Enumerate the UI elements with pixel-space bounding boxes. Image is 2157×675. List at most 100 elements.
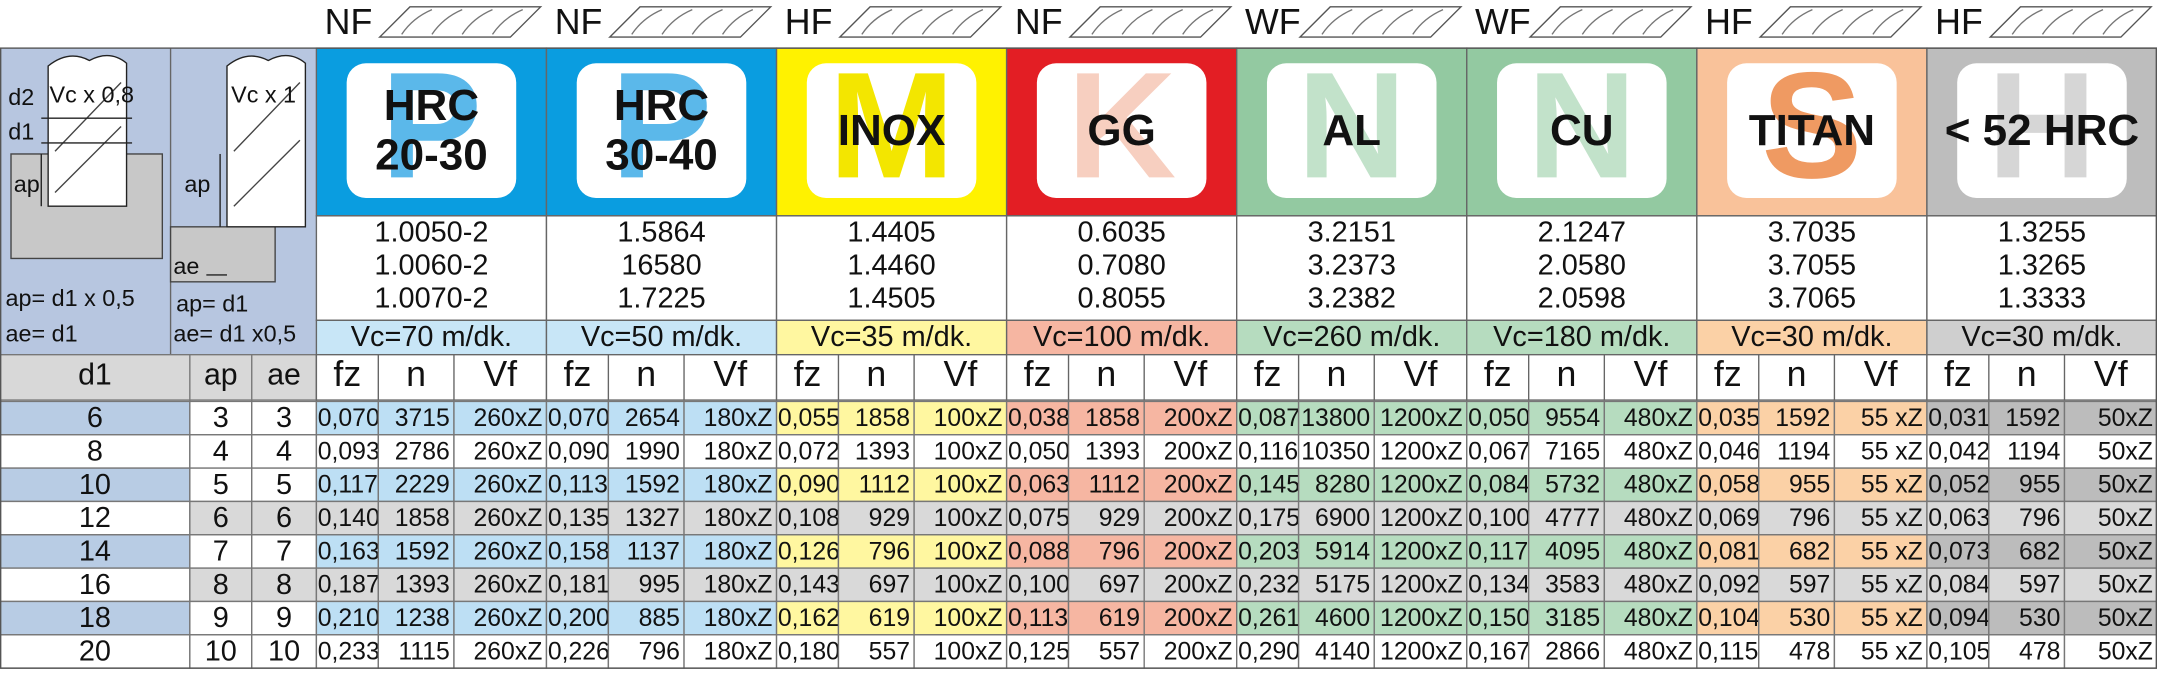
material-code: 3.2151 (1308, 216, 1396, 248)
data-cell (377, 467, 455, 503)
tool-icon-flute (1151, 8, 1183, 35)
tool-icon-flute (661, 8, 693, 35)
data-cell (1373, 467, 1468, 503)
tool-icon-flute (921, 8, 953, 35)
data-cell (2063, 467, 2157, 503)
data-cell (377, 534, 455, 569)
data-value: 3583 (1545, 572, 1600, 599)
tool-icon (608, 6, 773, 38)
data-value: 796 (2019, 505, 2060, 532)
row-cell (251, 634, 318, 669)
data-cell (1527, 500, 1606, 536)
data-cell (453, 400, 548, 436)
column-header: fz (1714, 354, 1742, 394)
data-cell (775, 567, 840, 603)
data-value: 1200xZ (1380, 472, 1463, 499)
data-value: 1393 (1085, 438, 1140, 465)
data-value: 180xZ (704, 472, 773, 499)
tool-icon (1758, 6, 1923, 38)
data-cell (315, 634, 379, 669)
data-cell (2063, 600, 2157, 636)
data-value: 0,050 (1468, 405, 1530, 432)
data-value: 200xZ (1164, 605, 1233, 632)
tool-icon-flute (431, 8, 463, 35)
iso-letter: H (1987, 41, 2096, 210)
data-cell (377, 634, 455, 669)
data-value: 557 (1099, 638, 1140, 665)
column-header: n (636, 354, 656, 394)
tool-icon (378, 6, 543, 38)
diagram-label: ap= d1 (176, 290, 248, 316)
data-value: 10350 (1301, 438, 1370, 465)
data-value: 0,087 (1238, 405, 1300, 432)
data-value: 1112 (1089, 472, 1140, 499)
data-cell (1067, 600, 1145, 636)
data-cell (607, 600, 685, 636)
data-cell (1926, 534, 1990, 569)
data-cell (1603, 600, 1698, 636)
data-value: 100xZ (934, 405, 1003, 432)
data-value: 478 (2019, 638, 2060, 665)
data-cell (1758, 600, 1836, 636)
material-code: 3.2382 (1308, 282, 1396, 314)
data-cell (1696, 434, 1760, 469)
data-cell (1988, 634, 2066, 669)
material-code: 1.0050-2 (374, 216, 488, 248)
header-cell (775, 353, 1008, 401)
column-header: fz (1254, 354, 1282, 394)
data-value: 0,070 (318, 405, 380, 432)
material-badge (346, 63, 517, 198)
data-value: 1327 (625, 505, 680, 532)
hatch (233, 139, 301, 207)
data-value: 260xZ (474, 472, 543, 499)
column-header: Vf (1174, 354, 1208, 394)
data-value: 0,063 (1928, 505, 1990, 532)
column-header: n (406, 354, 426, 394)
material-name: INOX (838, 106, 946, 155)
data-value: 100xZ (934, 572, 1003, 599)
data-value: 260xZ (474, 405, 543, 432)
data-value: 0,058 (1698, 472, 1760, 499)
data-cell (913, 534, 1008, 569)
width-ae: 7 (276, 535, 292, 567)
material-badge (1957, 63, 2127, 198)
tool-icon-flute (1781, 8, 1813, 35)
data-value: 200xZ (1164, 572, 1233, 599)
material-badge (1497, 63, 1667, 198)
data-cell (377, 600, 455, 636)
code-cell (1696, 215, 1928, 322)
column-header: Vf (483, 354, 517, 394)
data-cell (1758, 500, 1836, 536)
data-cell (2063, 634, 2157, 669)
material-code: 3.7055 (1768, 249, 1856, 281)
code-cell (315, 215, 548, 322)
tool-icon-flute (1182, 8, 1214, 35)
data-value: 0,150 (1468, 605, 1530, 632)
tool-icon (838, 6, 1003, 38)
column-header: n (1326, 354, 1346, 394)
tool-icon-flute (2072, 8, 2104, 35)
grade-label: WF (1245, 2, 1301, 42)
data-value: 1194 (2007, 438, 2060, 465)
data-cell (2063, 534, 2157, 569)
data-value: 0,067 (1468, 438, 1530, 465)
material-code: 1.0070-2 (374, 282, 488, 314)
data-cell (837, 534, 915, 569)
data-value: 260xZ (474, 605, 543, 632)
data-cell (607, 500, 685, 536)
tool-icon-flute (1811, 8, 1843, 35)
width-ae: 8 (276, 569, 292, 601)
data-value: 55 xZ (1861, 405, 1923, 432)
data-value: 0,042 (1928, 438, 1990, 465)
material-code: 1.5864 (617, 216, 705, 248)
data-cell (1373, 600, 1468, 636)
diameter: 12 (79, 502, 111, 534)
diagram-label: ae= d1 (6, 321, 78, 347)
data-value: 955 (2019, 472, 2060, 499)
header-cell (0, 353, 318, 401)
grade-label: NF (325, 2, 373, 42)
data-value: 180xZ (704, 405, 773, 432)
data-value: 100xZ (934, 472, 1003, 499)
data-value: 0,072 (778, 438, 840, 465)
